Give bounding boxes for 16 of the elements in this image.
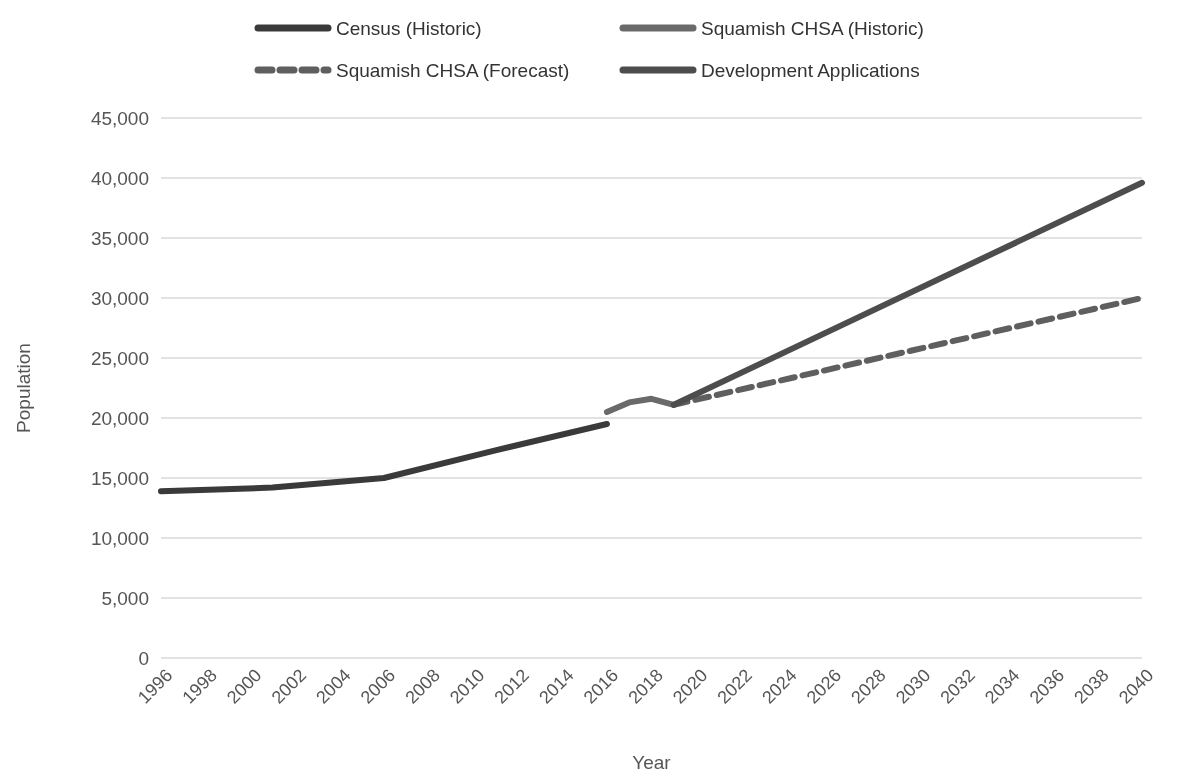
y-tick-label: 45,000 xyxy=(90,107,149,129)
legend-label: Development Applications xyxy=(701,59,920,81)
y-tick-label: 35,000 xyxy=(90,227,149,249)
y-tick-label: 10,000 xyxy=(90,527,149,549)
y-axis-title: Population xyxy=(13,343,34,433)
legend-label: Census (Historic) xyxy=(336,17,482,39)
y-tick-label: 5,000 xyxy=(101,587,149,609)
legend-label: Squamish CHSA (Historic) xyxy=(701,17,924,39)
y-tick-label: 15,000 xyxy=(90,467,149,489)
legend-label: Squamish CHSA (Forecast) xyxy=(336,59,570,81)
x-axis-title: Year xyxy=(632,752,672,773)
y-tick-label: 30,000 xyxy=(90,287,149,309)
y-tick-label: 25,000 xyxy=(90,347,149,369)
y-tick-label: 40,000 xyxy=(90,167,149,189)
y-tick-label: 0 xyxy=(138,647,149,669)
y-tick-label: 20,000 xyxy=(90,407,149,429)
